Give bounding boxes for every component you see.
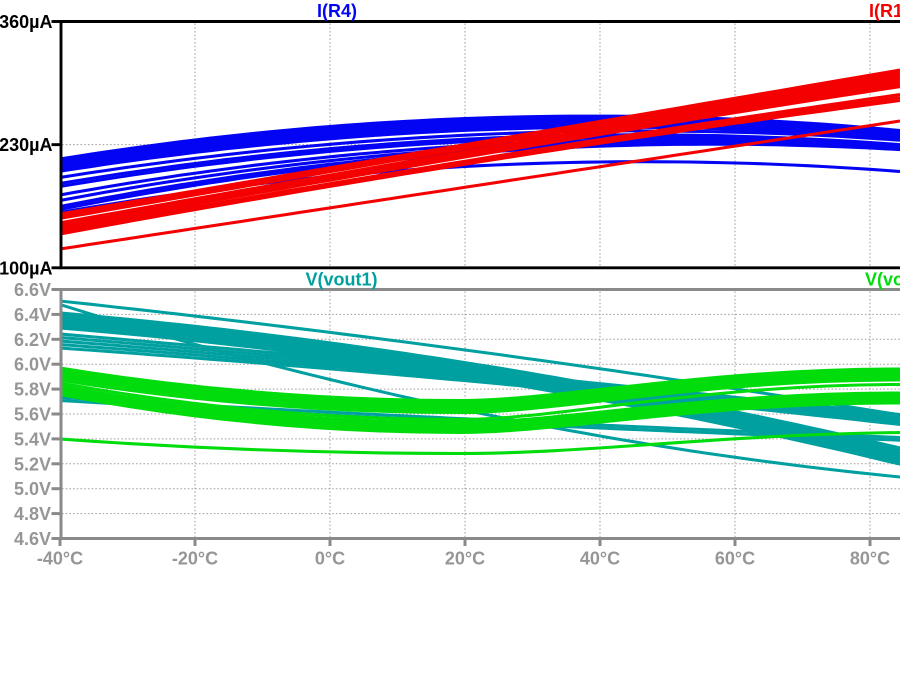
svg-text:20°C: 20°C [445,549,485,569]
svg-text:100µA: 100µA [0,258,53,278]
svg-text:0°C: 0°C [315,549,345,569]
svg-text:40°C: 40°C [580,549,620,569]
svg-text:6.4V: 6.4V [14,305,51,325]
svg-text:-20°C: -20°C [172,549,218,569]
svg-text:4.8V: 4.8V [14,504,51,524]
svg-text:I(R4): I(R4) [317,1,357,21]
svg-text:5.0V: 5.0V [14,479,51,499]
svg-text:60°C: 60°C [715,549,755,569]
svg-text:6.0V: 6.0V [14,355,51,375]
svg-text:5.2V: 5.2V [14,454,51,474]
svg-text:6.6V: 6.6V [14,280,51,300]
svg-text:V(vout2): V(vout2) [865,269,900,289]
svg-text:6.2V: 6.2V [14,330,51,350]
svg-text:5.4V: 5.4V [14,429,51,449]
svg-text:4.6V: 4.6V [14,529,51,549]
svg-text:V(vout1): V(vout1) [306,269,378,289]
svg-text:230µA: 230µA [0,135,53,155]
svg-text:-40°C: -40°C [37,549,83,569]
svg-text:5.6V: 5.6V [14,405,51,425]
svg-text:I(R10): I(R10) [869,1,900,21]
svg-text:360µA: 360µA [0,12,53,32]
svg-text:5.8V: 5.8V [14,380,51,400]
svg-text:80°C: 80°C [850,549,890,569]
